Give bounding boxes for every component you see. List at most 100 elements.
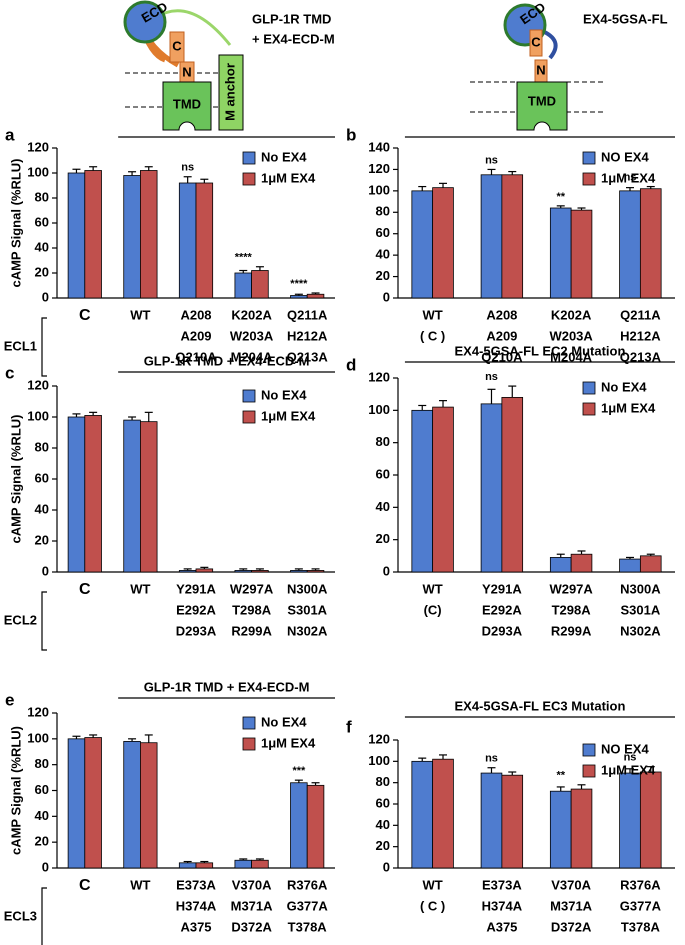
bar bbox=[139, 742, 158, 869]
bar bbox=[432, 406, 454, 573]
anchor-box bbox=[218, 54, 244, 131]
header: EX4-5GSA-FL EC2 Mutation bbox=[454, 343, 625, 358]
row-label: ECL1 bbox=[4, 338, 37, 353]
diagram-label: N bbox=[182, 64, 191, 79]
row-bracket bbox=[41, 591, 47, 651]
y-tick-label: 20 bbox=[35, 834, 49, 849]
legend-swatch bbox=[582, 402, 596, 416]
x-tick-label: K202A bbox=[231, 307, 272, 322]
y-tick-label: 20 bbox=[35, 532, 49, 547]
x-tick-label: N302A bbox=[287, 623, 328, 638]
panel-letter: a bbox=[5, 125, 15, 144]
bar bbox=[195, 568, 214, 573]
bar bbox=[570, 553, 593, 573]
legend-label: No EX4 bbox=[261, 714, 307, 729]
significance: ns bbox=[624, 171, 637, 183]
y-tick-label: 120 bbox=[27, 377, 49, 392]
y-tick-label: 100 bbox=[27, 408, 49, 423]
bar bbox=[67, 738, 86, 869]
y-tick-label: 0 bbox=[42, 289, 49, 304]
x-tick-label: K202A bbox=[551, 307, 592, 322]
y-tick-label: 120 bbox=[368, 161, 390, 176]
bar bbox=[84, 737, 102, 869]
x-tick-label: D372A bbox=[551, 919, 592, 934]
x-tick-label: A208 bbox=[180, 307, 211, 322]
legend-swatch bbox=[242, 716, 256, 730]
diagram-title: + EX4-ECD-M bbox=[252, 31, 335, 46]
bar bbox=[139, 170, 158, 299]
legend-label: NO EX4 bbox=[601, 741, 649, 756]
y-tick-label: 60 bbox=[376, 466, 390, 481]
x-tick-label: ( C ) bbox=[420, 898, 445, 913]
y-tick-label: 40 bbox=[35, 808, 49, 823]
x-tick-label: C bbox=[79, 307, 91, 324]
x-tick-label: Q211A bbox=[620, 307, 661, 322]
legend-swatch bbox=[582, 764, 596, 778]
y-tick-label: 80 bbox=[35, 189, 49, 204]
y-tick-label: 60 bbox=[35, 470, 49, 485]
y-tick-label: 100 bbox=[368, 182, 390, 197]
x-tick-label: C bbox=[79, 877, 91, 894]
x-tick-label: G377A bbox=[620, 898, 662, 913]
bar bbox=[84, 170, 102, 299]
bar bbox=[123, 741, 141, 869]
x-tick-label: M204A bbox=[550, 349, 593, 364]
diagram-label: C bbox=[531, 34, 541, 49]
bar bbox=[570, 788, 593, 869]
x-tick-label: S301A bbox=[287, 602, 327, 617]
x-tick-label: A375 bbox=[486, 919, 517, 934]
panel-letter: f bbox=[346, 717, 352, 736]
row-label: ECL2 bbox=[4, 612, 37, 627]
x-tick-label: W297A bbox=[549, 581, 593, 596]
y-tick-label: 20 bbox=[376, 268, 390, 283]
bar bbox=[432, 758, 454, 869]
x-tick-label: W297A bbox=[230, 581, 274, 596]
legend-label: 1μM EX4 bbox=[601, 400, 656, 415]
bar bbox=[549, 790, 572, 869]
bar bbox=[123, 175, 141, 299]
x-tick-label: WT bbox=[130, 877, 150, 892]
y-tick-label: 0 bbox=[42, 859, 49, 874]
bar bbox=[67, 172, 86, 299]
bar bbox=[234, 859, 252, 869]
x-tick-label: A209 bbox=[486, 328, 517, 343]
y-tick-label: 100 bbox=[368, 753, 390, 768]
x-tick-label: H374A bbox=[176, 898, 217, 913]
legend-label: 1μM EX4 bbox=[601, 170, 656, 185]
x-tick-label: T378A bbox=[288, 919, 328, 934]
x-tick-label: W203A bbox=[549, 328, 593, 343]
x-tick-label: Y291A bbox=[176, 581, 216, 596]
legend-label: 1μM EX4 bbox=[261, 408, 316, 423]
significance: ns bbox=[624, 752, 637, 764]
bar bbox=[251, 570, 269, 573]
x-tick-label: WT bbox=[423, 877, 443, 892]
x-tick-label: R376A bbox=[620, 877, 661, 892]
x-tick-label: Q213A bbox=[620, 349, 662, 364]
x-tick-label: Q213A bbox=[287, 349, 329, 364]
y-tick-label: 0 bbox=[383, 859, 390, 874]
header: GLP-1R TMD + EX4-ECD-M bbox=[144, 353, 310, 368]
x-tick-label: M204A bbox=[231, 349, 274, 364]
x-tick-label: E292A bbox=[482, 602, 522, 617]
y-tick-label: 80 bbox=[35, 756, 49, 771]
x-tick-label: V370A bbox=[232, 877, 272, 892]
diagram-right: ECD C N TMD EX4-5GSA-FL bbox=[470, 0, 668, 131]
x-tick-label: S301A bbox=[621, 602, 661, 617]
x-tick-label: Y291A bbox=[482, 581, 522, 596]
bar bbox=[411, 190, 434, 299]
legend-swatch bbox=[242, 151, 256, 165]
y-tick-label: 40 bbox=[376, 817, 390, 832]
significance: **** bbox=[235, 252, 253, 264]
legend-label: 1μM EX4 bbox=[261, 170, 316, 185]
header: GLP-1R TMD + EX4-ECD-M bbox=[144, 679, 310, 694]
bar bbox=[178, 862, 197, 869]
diagram-title: EX4-5GSA-FL bbox=[583, 11, 668, 26]
x-tick-label: WT bbox=[130, 581, 150, 596]
y-tick-label: 20 bbox=[35, 264, 49, 279]
legend-label: No EX4 bbox=[261, 149, 307, 164]
row-bracket bbox=[41, 887, 47, 945]
x-tick-label: D372A bbox=[231, 919, 272, 934]
x-tick-label: E373A bbox=[482, 877, 522, 892]
significance: ** bbox=[556, 770, 565, 782]
diagram-left: ECD C N TMD M anchor GLP-1R TMD + EX4-EC… bbox=[123, 0, 335, 131]
